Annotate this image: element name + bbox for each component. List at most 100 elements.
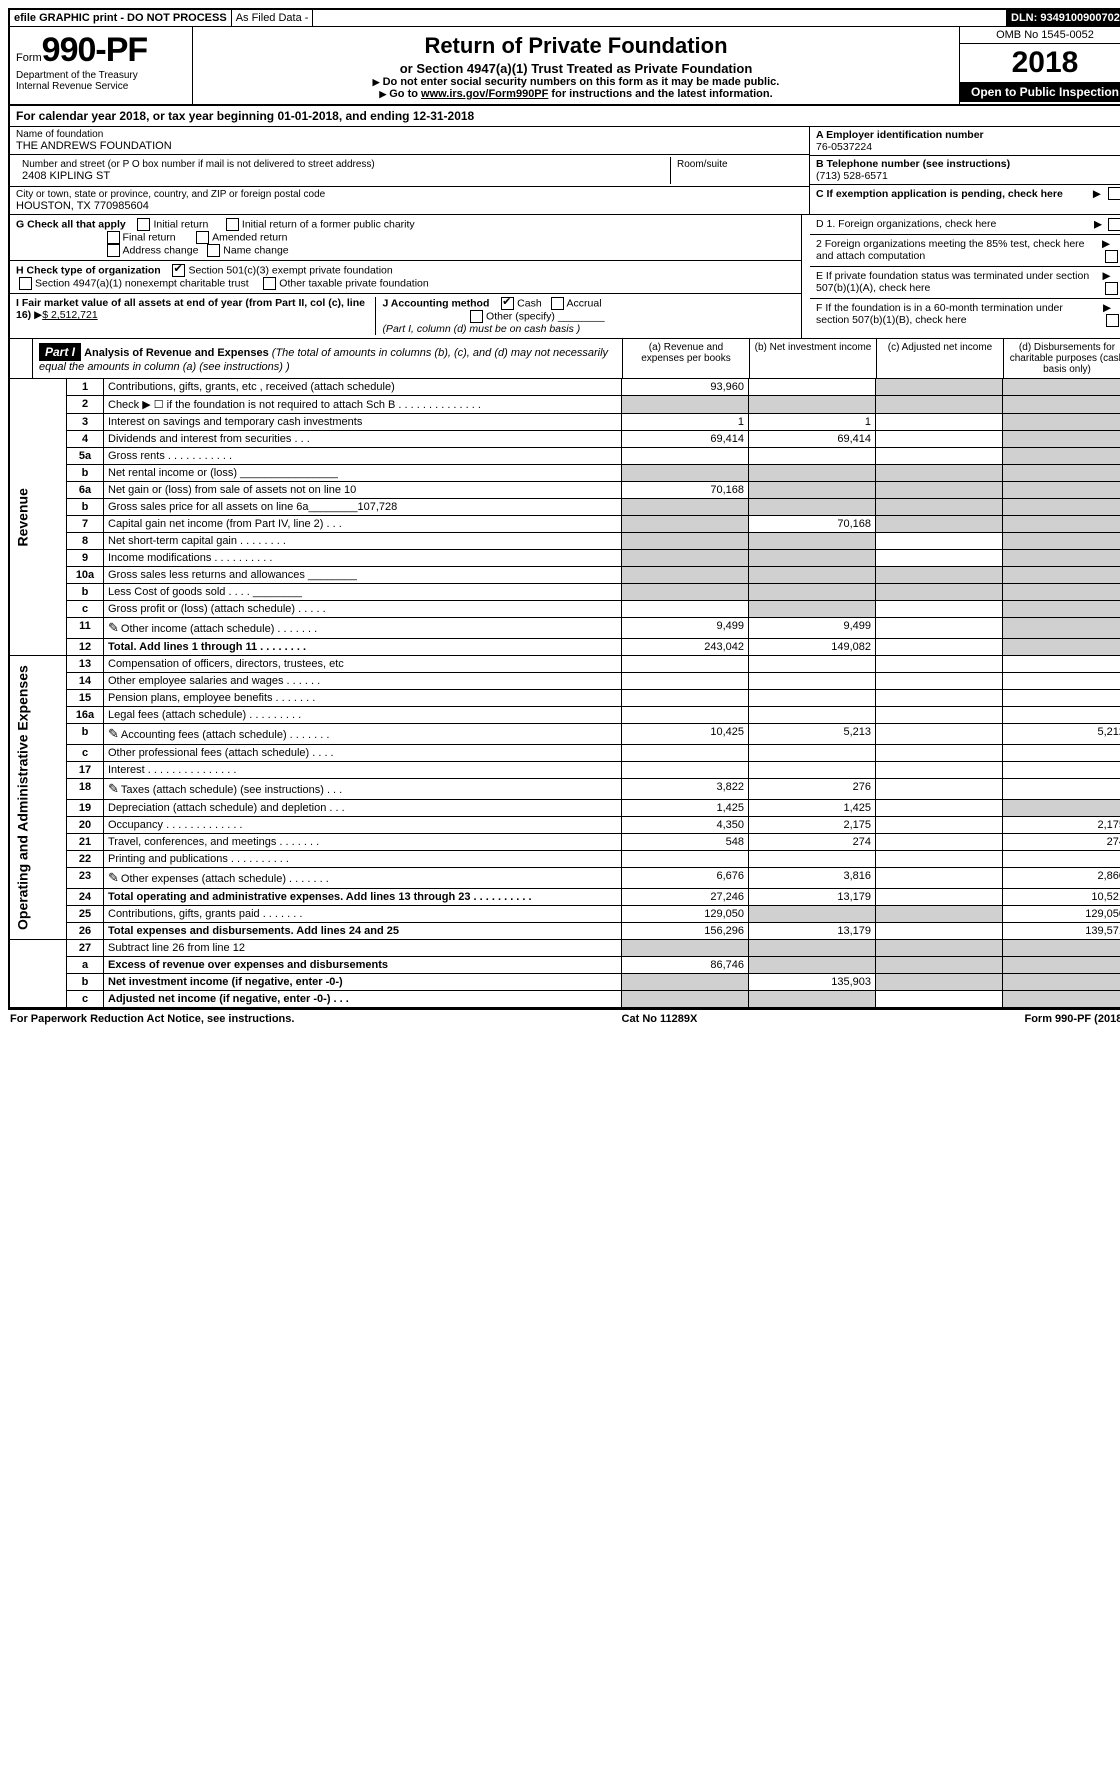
table-row: 21Travel, conferences, and meetings . . … [10,834,1120,851]
amount-col-b: 13,179 [749,889,876,906]
amount-col-c [876,868,1003,889]
chk-d1[interactable] [1108,218,1120,231]
exemption-cell: C If exemption application is pending, c… [810,185,1120,202]
amount-col-b [749,465,876,482]
col-a-header: (a) Revenue and expenses per books [622,339,749,378]
chk-501c3[interactable] [172,264,185,277]
amount-col-b [749,482,876,499]
amount-col-d [1003,584,1120,601]
chk-4947a1[interactable] [19,277,32,290]
line-number: a [67,957,104,974]
amount-col-b: 3,816 [749,868,876,889]
irs-link[interactable]: www.irs.gov/Form990PF [421,88,548,100]
amount-col-b [749,762,876,779]
amount-col-b [749,707,876,724]
line-number: 23 [67,868,104,889]
phone-label: B Telephone number (see instructions) [816,158,1120,170]
attachment-icon[interactable]: ✎ [108,620,119,636]
amount-col-d [1003,601,1120,618]
amount-col-a [622,940,749,957]
line-description: Contributions, gifts, grants, etc , rece… [108,381,395,393]
chk-final-return[interactable] [107,231,120,244]
line-number: 11 [67,618,104,639]
part1-table: Revenue1Contributions, gifts, grants, et… [10,379,1120,1008]
table-row: Revenue1Contributions, gifts, grants, et… [10,379,1120,396]
amount-col-b [749,533,876,550]
chk-f[interactable] [1106,314,1119,327]
j-cash: Cash [517,297,542,309]
attachment-icon[interactable]: ✎ [108,870,119,886]
amount-col-b [749,601,876,618]
amount-col-d [1003,533,1120,550]
warn2-pre: Go to [389,88,421,100]
line-description: Less Cost of goods sold . . . . ________ [108,586,302,598]
amount-col-c [876,601,1003,618]
top-bar: efile GRAPHIC print - DO NOT PROCESS As … [10,10,1120,27]
chk-d2[interactable] [1105,250,1118,263]
amount-col-b [749,396,876,414]
amount-col-c [876,516,1003,533]
amount-col-d: 10,521 [1003,889,1120,906]
description-cell: Subtract line 26 from line 12 [104,940,622,957]
description-cell: Occupancy . . . . . . . . . . . . . [104,817,622,834]
line-description: Other employee salaries and wages . . . … [108,675,320,687]
chk-other-method[interactable] [470,310,483,323]
chk-e[interactable] [1105,282,1118,295]
amount-col-c [876,431,1003,448]
line-description: Gross profit or (loss) (attach schedule)… [108,603,326,615]
table-row: 11✎Other income (attach schedule) . . . … [10,618,1120,639]
part1-header: Part I Analysis of Revenue and Expenses … [10,339,1120,379]
exemption-checkbox[interactable] [1108,187,1120,200]
description-cell: Gross profit or (loss) (attach schedule)… [104,601,622,618]
chk-initial-former[interactable] [226,218,239,231]
amount-col-b: 69,414 [749,431,876,448]
attachment-icon[interactable]: ✎ [108,781,119,797]
chk-cash[interactable] [501,297,514,310]
line-number: c [67,601,104,618]
table-row: 10aGross sales less returns and allowanc… [10,567,1120,584]
line-number: c [67,745,104,762]
cal-begin: 01-01-2018 [277,109,338,123]
section-g-wrap: G Check all that apply Initial return In… [10,215,802,338]
amount-col-a [622,762,749,779]
ein-value: 76-0537224 [816,141,1120,153]
d1-label: D 1. Foreign organizations, check here [816,218,996,230]
line-number: b [67,465,104,482]
amount-col-d: 274 [1003,834,1120,851]
entity-right: A Employer identification number 76-0537… [809,127,1120,214]
table-row: 20Occupancy . . . . . . . . . . . . .4,3… [10,817,1120,834]
amount-col-c [876,991,1003,1008]
chk-name-change[interactable] [207,244,220,257]
description-cell: ✎Other expenses (attach schedule) . . . … [104,868,622,889]
amount-col-c [876,745,1003,762]
amount-col-b [749,690,876,707]
part1-title: Analysis of Revenue and Expenses [84,347,269,359]
description-cell: Net gain or (loss) from sale of assets n… [104,482,622,499]
d1-row: D 1. Foreign organizations, check here▶ [810,215,1120,235]
h-opt1: Section 501(c)(3) exempt private foundat… [188,264,392,276]
amount-col-d: 139,571 [1003,923,1120,940]
chk-initial-return[interactable] [137,218,150,231]
amount-col-d [1003,448,1120,465]
table-row: bNet rental income or (loss) ___________… [10,465,1120,482]
footer-right: Form 990-PF (2018) [1024,1013,1120,1025]
chk-amended[interactable] [196,231,209,244]
chk-accrual[interactable] [551,297,564,310]
chk-other-taxable[interactable] [263,277,276,290]
f-row: F If the foundation is in a 60-month ter… [810,299,1120,330]
amount-col-b [749,940,876,957]
omb-number: OMB No 1545-0052 [960,27,1120,44]
cal-mid: , and ending [339,109,413,123]
attachment-icon[interactable]: ✎ [108,726,119,742]
amount-col-d [1003,745,1120,762]
form-subtitle: or Section 4947(a)(1) Trust Treated as P… [201,61,951,76]
part1-title-cell: Part I Analysis of Revenue and Expenses … [33,339,622,378]
amount-col-a [622,550,749,567]
table-row: 2Check ▶ ☐ if the foundation is not requ… [10,396,1120,414]
amount-col-a [622,448,749,465]
line-number: 20 [67,817,104,834]
chk-addr-change[interactable] [107,244,120,257]
calendar-year-line: For calendar year 2018, or tax year begi… [10,106,1120,127]
table-row: 18✎Taxes (attach schedule) (see instruct… [10,779,1120,800]
city-value: HOUSTON, TX 770985604 [16,200,803,212]
